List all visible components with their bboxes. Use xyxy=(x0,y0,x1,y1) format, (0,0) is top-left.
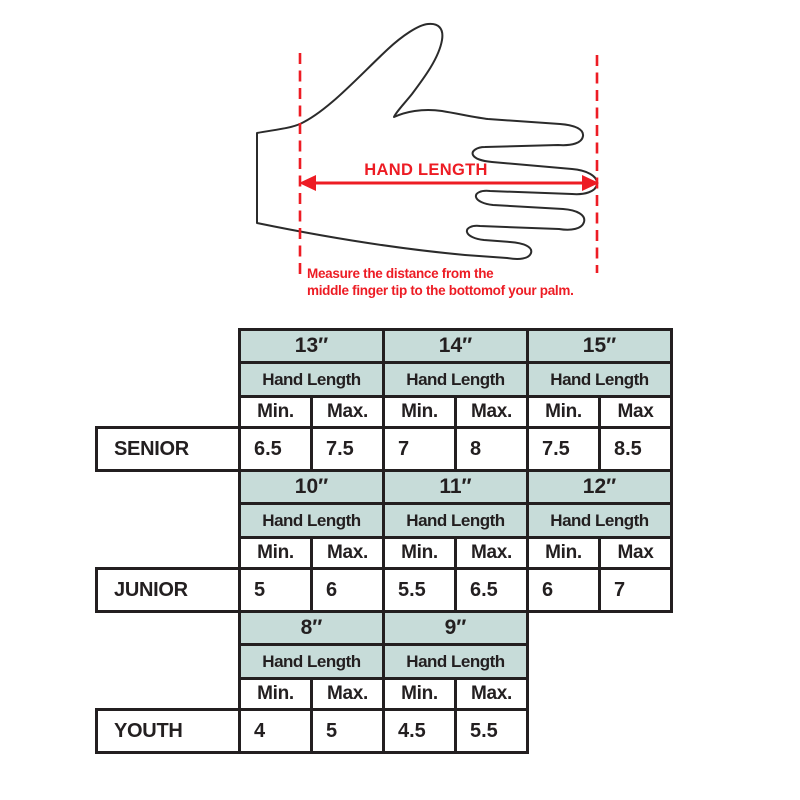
table-row: Hand Length Hand Length Hand Length xyxy=(97,361,673,398)
table-row: 8″ 9″ xyxy=(97,610,529,646)
empty-cell xyxy=(97,645,240,679)
max-value-cell: 8 xyxy=(454,426,529,472)
arrowhead-right-icon xyxy=(582,175,599,191)
hand-length-header-cell: Hand Length xyxy=(382,502,529,539)
table-row: 13″ 14″ 15″ xyxy=(97,328,673,364)
min-header-cell: Min. xyxy=(238,395,313,429)
table-row: YOUTH 4 5 4.5 5.5 xyxy=(95,708,529,754)
size-header-cell: 12″ xyxy=(526,469,673,505)
max-header-cell: Max. xyxy=(310,536,385,570)
hand-length-label: HAND LENGTH xyxy=(364,161,487,179)
min-value-cell: 4.5 xyxy=(382,708,457,754)
max-value-cell: 6.5 xyxy=(454,567,529,613)
max-value-cell: 5 xyxy=(310,708,385,754)
min-header-cell: Min. xyxy=(238,677,313,711)
max-header-cell: Max. xyxy=(454,677,529,711)
hand-length-header-cell: Hand Length xyxy=(238,643,385,680)
min-value-cell: 7 xyxy=(382,426,457,472)
hand-length-header-cell: Hand Length xyxy=(238,502,385,539)
size-header-cell: 15″ xyxy=(526,328,673,364)
min-value-cell: 6.5 xyxy=(238,426,313,472)
min-header-cell: Min. xyxy=(526,536,601,570)
table-row: Hand Length Hand Length Hand Length xyxy=(97,502,673,539)
table-row: 10″ 11″ 12″ xyxy=(97,469,673,505)
empty-cell xyxy=(97,330,240,363)
arrowhead-left-icon xyxy=(299,175,316,191)
category-cell: YOUTH xyxy=(95,708,241,754)
size-header-cell: 10″ xyxy=(238,469,385,505)
measure-instruction-caption: Measure the distance from the middle fin… xyxy=(307,266,574,299)
category-cell: SENIOR xyxy=(95,426,241,472)
min-value-cell: 6 xyxy=(526,567,601,613)
max-header-cell: Max xyxy=(598,395,673,429)
hand-length-header-cell: Hand Length xyxy=(382,361,529,398)
empty-cell xyxy=(97,679,240,710)
empty-cell xyxy=(97,397,240,428)
empty-cell xyxy=(97,471,240,504)
max-header-cell: Max. xyxy=(454,536,529,570)
min-header-cell: Min. xyxy=(382,395,457,429)
size-header-cell: 8″ xyxy=(238,610,385,646)
size-header-cell: 11″ xyxy=(382,469,529,505)
max-value-cell: 7.5 xyxy=(310,426,385,472)
max-value-cell: 7 xyxy=(598,567,673,613)
senior-section-table: 13″ 14″ 15″ Hand Length Hand Length Hand… xyxy=(95,328,673,472)
size-header-cell: 13″ xyxy=(238,328,385,364)
min-header-cell: Min. xyxy=(526,395,601,429)
min-header-cell: Min. xyxy=(238,536,313,570)
max-header-cell: Max. xyxy=(310,677,385,711)
max-value-cell: 8.5 xyxy=(598,426,673,472)
min-value-cell: 5.5 xyxy=(382,567,457,613)
hand-measurement-diagram: HAND LENGTH xyxy=(230,15,650,315)
max-header-cell: Max. xyxy=(310,395,385,429)
hand-length-header-cell: Hand Length xyxy=(526,502,673,539)
table-row: SENIOR 6.5 7.5 7 8 7.5 8.5 xyxy=(95,426,673,472)
table-row: JUNIOR 5 6 5.5 6.5 6 7 xyxy=(95,567,673,613)
min-value-cell: 7.5 xyxy=(526,426,601,472)
caption-line-2: middle finger tip to the bottomof your p… xyxy=(307,282,574,298)
table-row: Min. Max. Min. Max. xyxy=(97,677,529,711)
empty-cell xyxy=(97,538,240,569)
min-header-cell: Min. xyxy=(382,536,457,570)
hand-length-header-cell: Hand Length xyxy=(238,361,385,398)
max-header-cell: Max xyxy=(598,536,673,570)
empty-cell xyxy=(97,612,240,645)
max-value-cell: 6 xyxy=(310,567,385,613)
table-row: Min. Max. Min. Max. Min. Max xyxy=(97,536,673,570)
size-header-cell: 9″ xyxy=(382,610,529,646)
hand-diagram-svg: HAND LENGTH xyxy=(256,22,599,278)
min-header-cell: Min. xyxy=(382,677,457,711)
caption-line-1: Measure the distance from the xyxy=(307,266,494,281)
max-value-cell: 5.5 xyxy=(454,708,529,754)
hand-length-header-cell: Hand Length xyxy=(526,361,673,398)
table-row: Hand Length Hand Length xyxy=(97,643,529,680)
max-header-cell: Max. xyxy=(454,395,529,429)
empty-cell xyxy=(97,363,240,397)
youth-section-table: 8″ 9″ Hand Length Hand Length Min. Max. … xyxy=(95,610,529,754)
min-value-cell: 5 xyxy=(238,567,313,613)
junior-section-table: 10″ 11″ 12″ Hand Length Hand Length Hand… xyxy=(95,469,673,613)
hand-length-header-cell: Hand Length xyxy=(382,643,529,680)
glove-sizing-table: 13″ 14″ 15″ Hand Length Hand Length Hand… xyxy=(95,328,673,754)
table-row: Min. Max. Min. Max. Min. Max xyxy=(97,395,673,429)
hand-outline xyxy=(256,22,599,260)
category-cell: JUNIOR xyxy=(95,567,241,613)
min-value-cell: 4 xyxy=(238,708,313,754)
empty-cell xyxy=(97,504,240,538)
size-header-cell: 14″ xyxy=(382,328,529,364)
